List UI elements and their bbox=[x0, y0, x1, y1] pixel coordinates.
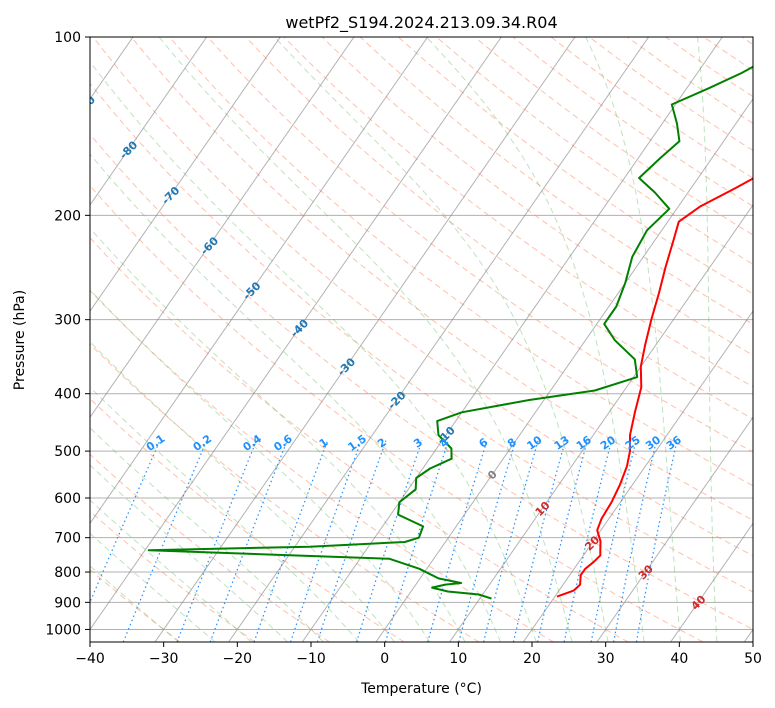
y-tick-label: 800 bbox=[54, 565, 81, 581]
isotherm-line bbox=[596, 416, 753, 642]
mixing-ratio-line bbox=[253, 440, 329, 642]
y-axis-ticks: 1000 900 800 700 600 500 400 300 200 100 bbox=[45, 30, 90, 638]
x-tick-label: 50 bbox=[744, 651, 762, 667]
isotherm-line bbox=[90, 37, 281, 313]
x-tick-label: 0 bbox=[380, 651, 389, 667]
dry-adiabat bbox=[90, 82, 753, 593]
dry-adiabat bbox=[90, 343, 480, 642]
isotherm-line bbox=[90, 37, 429, 525]
y-axis-title: Pressure (hPa) bbox=[12, 290, 28, 390]
y-tick-label: 400 bbox=[54, 387, 81, 403]
x-axis-ticks: −40 −30 −20 −10 0 10 20 30 40 50 bbox=[75, 642, 762, 667]
mixing-ratio-line bbox=[122, 440, 208, 642]
isotherm-line bbox=[301, 37, 723, 642]
mixing-ratio-line bbox=[613, 440, 657, 642]
y-tick-label: 1000 bbox=[45, 622, 81, 638]
y-tick-label: 700 bbox=[54, 531, 81, 547]
moist-adiabats bbox=[90, 37, 718, 642]
isotherm-line bbox=[90, 37, 502, 631]
mixing-ratio-line bbox=[384, 440, 449, 642]
isotherm-label: -90 bbox=[75, 93, 98, 116]
mixing-ratio-line bbox=[635, 440, 678, 642]
plot-frame bbox=[89, 36, 754, 643]
y-tick-label: 500 bbox=[54, 444, 81, 460]
moist-adiabat bbox=[90, 288, 431, 642]
moist-adiabat bbox=[274, 37, 609, 642]
dry-adiabat bbox=[92, 37, 753, 557]
y-tick-label: 900 bbox=[54, 595, 81, 611]
moist-adiabat bbox=[585, 37, 681, 642]
profile-series bbox=[147, 65, 753, 600]
dry-adiabat bbox=[398, 37, 753, 295]
x-tick-label: −20 bbox=[223, 651, 253, 667]
isotherm-line bbox=[90, 37, 355, 419]
moist-adiabat bbox=[90, 532, 216, 642]
moist-adiabat bbox=[158, 37, 573, 642]
pressure-grid bbox=[90, 37, 753, 630]
y-tick-label: 200 bbox=[54, 208, 81, 224]
mixing-ratio-line bbox=[289, 440, 362, 642]
dry-adiabat bbox=[90, 289, 554, 642]
y-tick-label: 100 bbox=[54, 30, 81, 46]
moist-adiabat bbox=[90, 386, 360, 642]
dry-adiabat bbox=[90, 237, 629, 642]
x-tick-label: −30 bbox=[149, 651, 179, 667]
x-axis-title: Temperature (°C) bbox=[360, 681, 482, 697]
mixing-ratio-lines bbox=[90, 440, 678, 642]
mixing-ratio-line bbox=[316, 440, 387, 642]
dry-adiabat bbox=[90, 184, 704, 642]
moist-adiabat bbox=[90, 499, 252, 642]
moist-adiabat bbox=[697, 37, 718, 642]
dry-adiabat bbox=[359, 37, 753, 325]
x-tick-label: −40 bbox=[75, 651, 105, 667]
isotherm-line bbox=[90, 37, 208, 206]
dewpoint-profile bbox=[147, 65, 753, 600]
x-tick-label: 30 bbox=[597, 651, 615, 667]
isotherm-line bbox=[449, 204, 753, 642]
x-tick-label: −10 bbox=[296, 651, 326, 667]
isotherms bbox=[90, 37, 753, 642]
moist-adiabat bbox=[90, 565, 179, 642]
x-tick-label: 40 bbox=[670, 651, 688, 667]
isotherm-line bbox=[154, 37, 576, 642]
dry-adiabat bbox=[169, 37, 753, 487]
y-tick-label: 300 bbox=[54, 313, 81, 329]
dry-adiabat bbox=[207, 37, 753, 453]
mixing-ratio-line bbox=[356, 440, 423, 642]
isotherm-line bbox=[375, 98, 753, 642]
y-tick-label: 600 bbox=[54, 491, 81, 507]
chart-title: wetPf2_S194.2024.213.09.34.R04 bbox=[285, 13, 557, 33]
isotherm-line bbox=[670, 522, 753, 642]
dry-adiabat bbox=[90, 510, 256, 642]
moist-adiabat bbox=[90, 60, 537, 642]
x-tick-label: 10 bbox=[449, 651, 467, 667]
isotherm-line bbox=[228, 37, 650, 642]
dry-adiabat bbox=[245, 37, 753, 420]
moist-adiabat bbox=[90, 227, 466, 642]
moist-adiabat bbox=[90, 341, 395, 642]
moist-adiabat bbox=[426, 37, 645, 642]
mixing-ratio-line bbox=[590, 440, 637, 642]
moist-adiabat bbox=[90, 464, 288, 642]
dry-adiabat bbox=[90, 133, 753, 630]
dry-adiabat bbox=[90, 453, 330, 642]
x-tick-label: 20 bbox=[523, 651, 541, 667]
isotherm-line bbox=[522, 310, 753, 642]
temperature-profile bbox=[556, 177, 753, 598]
